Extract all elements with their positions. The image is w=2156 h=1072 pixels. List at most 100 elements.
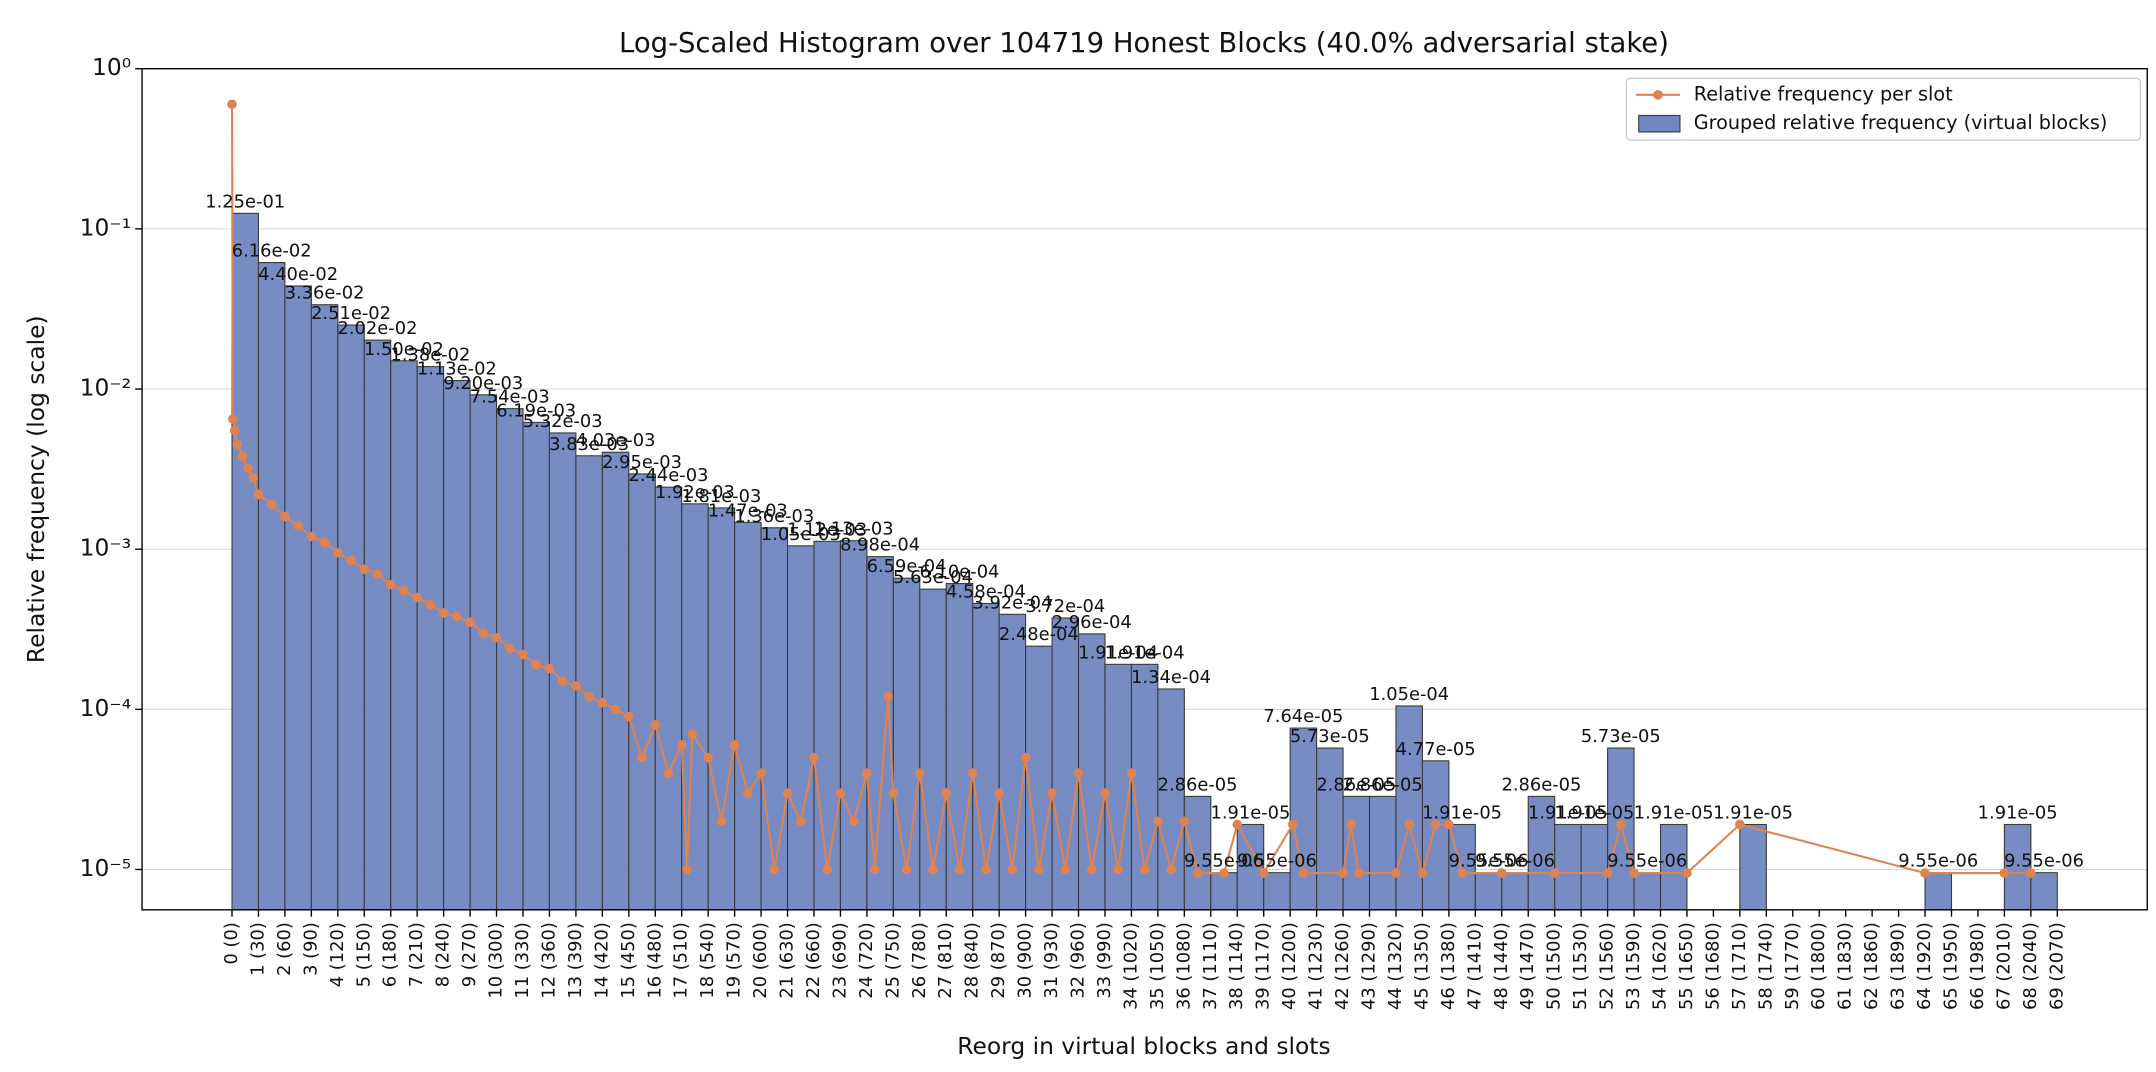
bar-value-label: 9.20e-03 xyxy=(443,373,523,394)
bar-value-label: 7.54e-03 xyxy=(470,387,550,408)
line-point xyxy=(1166,864,1176,875)
bar-value-label: 1.91e-05 xyxy=(1528,802,1608,823)
bar xyxy=(231,212,260,911)
x-tick-label: 50 (1500) xyxy=(1544,922,1565,1010)
x-tick-label: 15 (450) xyxy=(618,922,639,998)
line-point xyxy=(227,99,237,110)
line-point xyxy=(438,608,449,618)
x-tick-label: 21 (630) xyxy=(777,922,798,998)
legend-marker xyxy=(1653,90,1663,100)
bar-value-label: 1.50e-02 xyxy=(364,339,444,360)
line-point xyxy=(253,489,264,500)
bar xyxy=(734,521,762,911)
x-tick-label: 22 (660) xyxy=(803,922,824,998)
line-point xyxy=(870,864,880,875)
bar-value-label: 2.86e-05 xyxy=(1501,774,1581,795)
bar xyxy=(1924,872,1953,911)
line-point xyxy=(1629,868,1639,878)
line-point xyxy=(941,788,952,798)
x-tick-label: 68 (2040) xyxy=(2020,922,2041,1010)
y-tick-label: 10⁻¹ xyxy=(80,213,131,241)
line-point xyxy=(1047,788,1057,798)
x-tick-label: 25 (750) xyxy=(882,922,903,998)
bar xyxy=(2030,872,2058,911)
bar-value-label: 5.32e-03 xyxy=(523,411,603,432)
x-tick-label: 34 (1020) xyxy=(1120,922,1141,1010)
bar-value-label: 1.47e-03 xyxy=(708,500,788,521)
x-tick-label: 47 (1410) xyxy=(1464,922,1485,1010)
line-point xyxy=(1682,868,1692,878)
line-point xyxy=(280,511,290,522)
bar xyxy=(1051,617,1080,911)
line-point xyxy=(716,816,727,827)
bar xyxy=(839,540,868,911)
bar-value-label: 9.55e-06 xyxy=(2004,851,2084,872)
bar xyxy=(813,540,841,911)
bar xyxy=(1474,872,1503,911)
plot-frame xyxy=(141,68,2148,911)
x-tick-label: 35 (1050) xyxy=(1147,922,1168,1010)
y-tick-label: 10⁻⁴ xyxy=(80,694,131,722)
x-tick-label: 49 (1470) xyxy=(1517,922,1538,1010)
line-point xyxy=(1232,819,1243,830)
bar xyxy=(469,394,498,911)
x-tick-label: 29 (870) xyxy=(988,922,1009,998)
bar-value-label: 2.44e-03 xyxy=(629,465,709,486)
line-point xyxy=(531,659,542,670)
line-point xyxy=(504,643,515,654)
x-tick-label: 32 (960) xyxy=(1068,922,1089,998)
x-tick-label: 54 (1620) xyxy=(1650,922,1671,1010)
bar-value-label: 1.36e-03 xyxy=(734,506,814,527)
bar xyxy=(575,455,603,911)
bar xyxy=(601,451,630,911)
bar-value-label: 1.91e-05 xyxy=(1211,802,1291,823)
bar xyxy=(310,304,339,911)
line-point xyxy=(1007,864,1018,875)
bar xyxy=(919,588,947,911)
line-point xyxy=(266,499,277,510)
line-point xyxy=(1404,819,1415,830)
line-point xyxy=(452,611,462,622)
bar xyxy=(786,545,815,911)
x-tick-label: 43 (1290) xyxy=(1359,922,1380,1010)
line-point xyxy=(809,752,819,763)
line-point xyxy=(1346,819,1356,830)
bar-value-label: 9.55e-06 xyxy=(1898,851,1978,872)
line-point xyxy=(650,720,661,730)
line-point xyxy=(769,864,780,875)
x-tick-label: 12 (360) xyxy=(538,922,559,998)
line-point xyxy=(359,564,370,575)
bar xyxy=(1554,823,1582,911)
x-tick-label: 9 (270) xyxy=(459,922,480,987)
bar xyxy=(1580,823,1609,911)
bar xyxy=(892,577,921,911)
bar xyxy=(390,360,418,911)
line-point xyxy=(1060,864,1071,875)
line-point xyxy=(1457,868,1467,878)
line-point xyxy=(1417,868,1428,878)
line-point xyxy=(729,740,740,750)
bar xyxy=(1316,747,1344,911)
x-tick-label: 28 (840) xyxy=(962,922,983,998)
x-tick-label: 10 (300) xyxy=(486,922,507,998)
line-point xyxy=(676,740,687,750)
x-tick-label: 0 (0) xyxy=(221,922,242,964)
bar xyxy=(495,408,524,911)
bar xyxy=(363,339,392,911)
line-point xyxy=(756,768,766,778)
line-point xyxy=(1100,788,1110,798)
line-point xyxy=(2026,868,2036,878)
x-tick-label: 52 (1560) xyxy=(1597,922,1618,1010)
line-point xyxy=(1287,819,1298,830)
bar-value-label: 5.73e-05 xyxy=(1581,726,1661,747)
y-axis-label: Relative frequency (log scale) xyxy=(22,315,50,663)
bar-value-label: 1.05e-04 xyxy=(1369,684,1449,705)
line-point xyxy=(1298,868,1309,878)
y-tick-label: 10⁻² xyxy=(80,374,131,402)
bar-value-label: 2.95e-03 xyxy=(602,452,682,473)
line-point xyxy=(1139,864,1150,875)
bar-value-label: 2.86e-05 xyxy=(1316,774,1396,795)
bar-value-label: 2.86e-05 xyxy=(1158,774,1238,795)
line-point xyxy=(1920,868,1930,878)
